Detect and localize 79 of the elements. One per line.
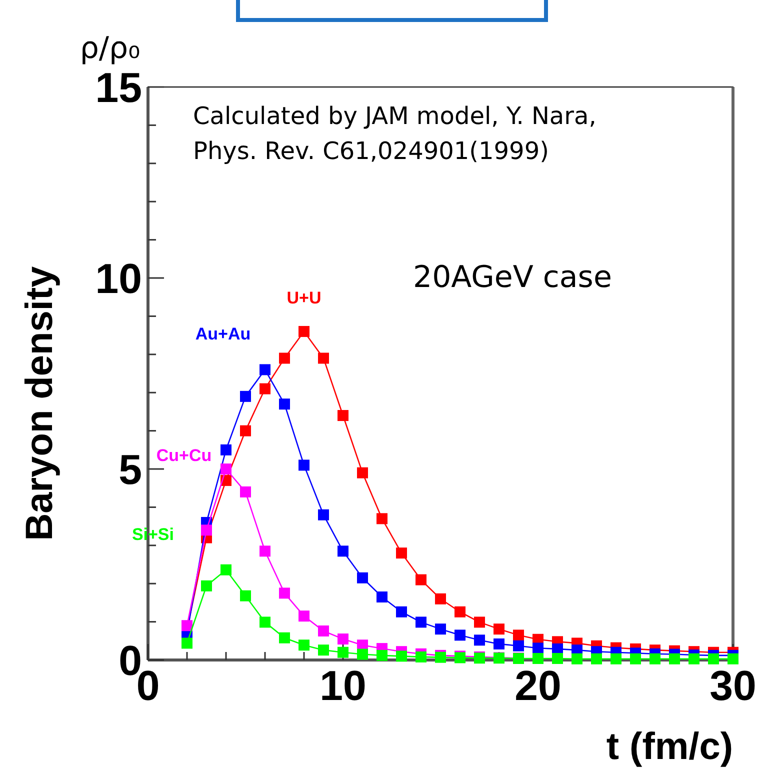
point bbox=[572, 653, 582, 664]
point bbox=[669, 653, 680, 664]
point bbox=[435, 593, 446, 604]
point bbox=[279, 588, 290, 599]
point bbox=[552, 652, 563, 664]
point bbox=[318, 644, 329, 656]
point bbox=[260, 546, 270, 557]
point bbox=[338, 546, 348, 557]
point bbox=[279, 398, 290, 410]
y-tick-label: 10 bbox=[95, 255, 142, 302]
point bbox=[416, 651, 426, 662]
point bbox=[318, 509, 329, 520]
x-tick-label: 20 bbox=[514, 662, 562, 709]
point bbox=[357, 467, 368, 478]
series-label: Au+Au bbox=[195, 324, 251, 344]
point bbox=[298, 640, 310, 651]
point bbox=[279, 352, 290, 364]
point bbox=[454, 630, 466, 641]
point bbox=[182, 620, 192, 632]
point bbox=[650, 653, 660, 664]
point bbox=[474, 616, 485, 628]
point bbox=[435, 624, 446, 635]
point bbox=[220, 444, 232, 456]
x-tick-label: 30 bbox=[710, 662, 756, 709]
point bbox=[376, 591, 388, 602]
point bbox=[416, 574, 426, 586]
point bbox=[318, 352, 329, 364]
point bbox=[728, 653, 738, 664]
point bbox=[182, 638, 192, 649]
point bbox=[260, 364, 270, 376]
point bbox=[260, 383, 270, 394]
point bbox=[708, 653, 719, 664]
series-label: U+U bbox=[286, 288, 322, 308]
y-axis-title: Baryon density bbox=[19, 266, 61, 541]
point bbox=[396, 650, 407, 662]
point bbox=[220, 564, 232, 576]
point bbox=[279, 632, 290, 644]
point bbox=[416, 616, 426, 628]
y-tick-label: 5 bbox=[118, 446, 142, 493]
point bbox=[376, 513, 388, 524]
point bbox=[494, 624, 504, 635]
point bbox=[630, 653, 641, 664]
point bbox=[338, 646, 348, 658]
point bbox=[688, 653, 700, 664]
point bbox=[240, 486, 251, 498]
point bbox=[513, 630, 524, 641]
point bbox=[494, 638, 504, 650]
series-label: Cu+Cu bbox=[156, 446, 212, 465]
point bbox=[357, 648, 368, 660]
point bbox=[338, 633, 348, 644]
point bbox=[220, 464, 232, 474]
point bbox=[532, 642, 544, 654]
point bbox=[591, 653, 602, 664]
point bbox=[396, 606, 407, 618]
point bbox=[298, 326, 310, 337]
point bbox=[240, 590, 251, 602]
text: ρ/ρ₀ bbox=[80, 31, 140, 66]
point bbox=[240, 390, 251, 402]
point bbox=[318, 625, 329, 636]
point bbox=[532, 652, 544, 664]
annotation: Calculated by JAM model, Y. Nara, Phys. Rev. C61,024901(1999) bbox=[193, 102, 596, 165]
y-tick-label: 15 bbox=[95, 64, 142, 111]
point bbox=[240, 425, 251, 436]
point bbox=[610, 653, 622, 664]
point bbox=[357, 572, 368, 584]
point bbox=[454, 606, 466, 618]
point bbox=[298, 610, 310, 622]
point bbox=[201, 524, 212, 536]
x-tick-label: 10 bbox=[320, 662, 366, 709]
point bbox=[338, 410, 348, 422]
point bbox=[474, 634, 485, 646]
point bbox=[260, 616, 270, 628]
point bbox=[513, 640, 524, 652]
point bbox=[396, 548, 407, 559]
point bbox=[201, 580, 212, 592]
x-axis-title: t (fm/c) bbox=[606, 726, 733, 768]
point bbox=[376, 650, 388, 661]
point bbox=[298, 460, 310, 471]
annotation: 20AGeV case bbox=[413, 260, 612, 295]
